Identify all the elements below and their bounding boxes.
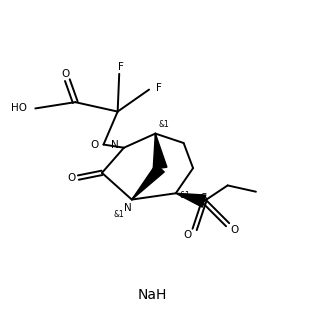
Text: &1: &1 [113,210,124,219]
Text: HO: HO [10,103,27,114]
Text: N: N [111,140,119,150]
Text: S: S [201,193,207,203]
Text: O: O [91,140,99,149]
Text: O: O [230,225,239,235]
Polygon shape [176,193,206,207]
Text: &1: &1 [159,120,170,129]
Polygon shape [132,164,164,200]
Text: O: O [67,173,75,182]
Text: N: N [124,203,132,214]
Text: NaH: NaH [138,288,167,302]
Text: F: F [156,83,161,93]
Polygon shape [153,134,167,169]
Text: &1: &1 [180,191,191,200]
Text: F: F [118,62,124,72]
Text: O: O [62,69,70,79]
Text: O: O [184,230,192,240]
